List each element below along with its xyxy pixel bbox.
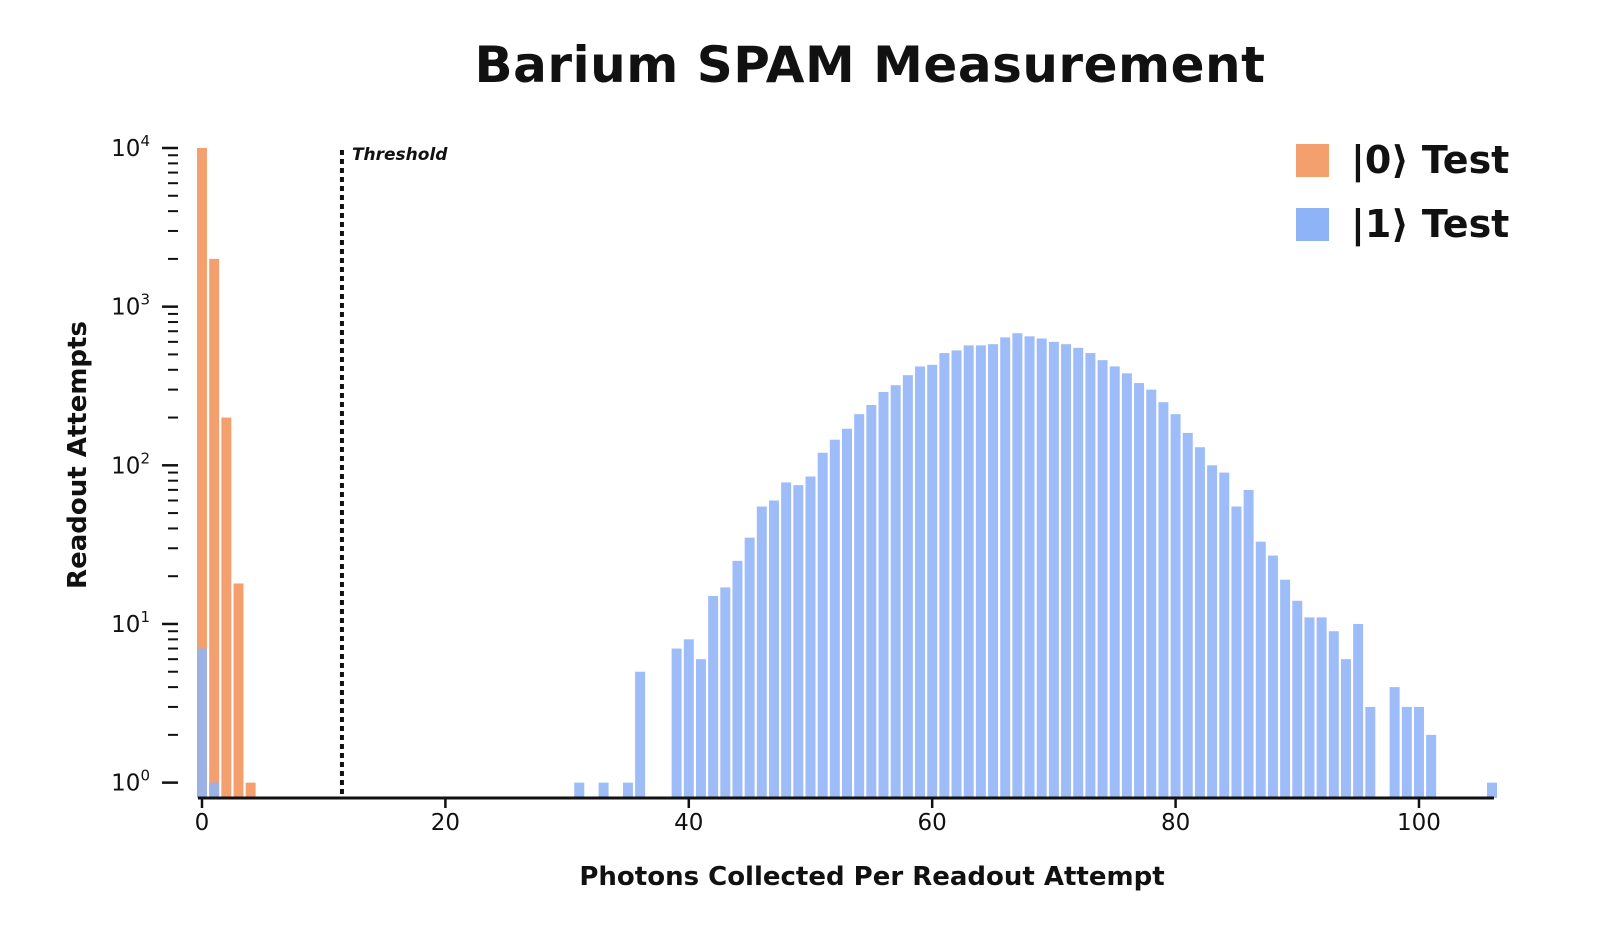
bar-series-1	[1182, 432, 1193, 798]
bar-series-1	[768, 500, 779, 798]
bar-series-0	[221, 417, 232, 798]
bar-series-1	[1292, 600, 1303, 798]
bar-series-1	[1109, 366, 1120, 798]
bar-series-1	[963, 345, 974, 798]
bar-series-1	[1158, 402, 1169, 798]
y-tick-label: 100	[111, 767, 150, 797]
bar-series-1	[1413, 706, 1424, 798]
bar-series-1	[1426, 734, 1437, 798]
bar-series-1	[197, 648, 207, 798]
legend-swatch-1-test	[1296, 207, 1329, 241]
bar-series-1	[1097, 360, 1108, 798]
x-tick-label: 80	[1161, 810, 1190, 836]
y-tick-label: 104	[111, 132, 150, 162]
y-tick-label: 103	[111, 291, 150, 321]
bar-series-0	[209, 258, 220, 799]
bar-series-1	[817, 452, 828, 798]
bar-series-1	[854, 414, 865, 798]
bar-series-1	[988, 344, 999, 798]
bar-series-1	[793, 485, 804, 798]
bar-series-1	[671, 648, 682, 798]
bar-series-0	[197, 148, 207, 798]
bar-series-1	[1255, 541, 1266, 798]
x-axis-label: Photons Collected Per Readout Attempt	[579, 862, 1165, 892]
bar-series-1	[1024, 336, 1035, 798]
threshold-label: Threshold	[352, 145, 448, 165]
bar-series-1	[1000, 337, 1011, 798]
bar-series-1	[902, 375, 913, 798]
legend-label-0-test: |0⟩ Test	[1351, 138, 1510, 182]
bar-series-1	[1389, 687, 1400, 798]
bar-series-0	[233, 583, 244, 798]
bar-series-1	[829, 439, 840, 798]
bar-series-1	[598, 782, 609, 798]
legend: |0⟩ Test |1⟩ Test	[1296, 128, 1509, 256]
bar-series-1	[781, 482, 792, 798]
legend-item-0-test: |0⟩ Test	[1296, 128, 1509, 192]
bar-series-1	[1036, 338, 1047, 798]
x-tick-label: 60	[918, 810, 947, 836]
bar-series-1	[915, 366, 926, 798]
y-tick-label: 102	[111, 449, 150, 479]
bar-series-1	[1012, 333, 1023, 798]
bar-series-1	[927, 364, 938, 798]
bar-series-1	[1134, 383, 1145, 798]
bar-series-1	[574, 782, 585, 798]
bar-series-1	[622, 782, 633, 798]
bar-series-1	[805, 476, 816, 798]
bar-series-1	[1365, 706, 1376, 798]
bar-series-1	[1073, 347, 1084, 798]
bar-series-1	[683, 639, 694, 798]
bar-series-1	[720, 587, 731, 798]
legend-label-1-test: |1⟩ Test	[1351, 202, 1510, 246]
bar-series-1	[1401, 706, 1412, 798]
bar-series-1	[1219, 472, 1230, 798]
bar-series-1	[1280, 579, 1291, 798]
bar-series-1	[1085, 353, 1096, 798]
bar-series-1	[635, 671, 646, 798]
chart-title: Barium SPAM Measurement	[474, 36, 1266, 94]
bar-series-1	[1304, 617, 1315, 798]
bar-series-1	[1061, 344, 1072, 798]
bar-series-1	[708, 596, 719, 798]
bar-series-1	[1170, 414, 1181, 798]
bar-series-1	[1316, 617, 1327, 798]
bar-series-1	[695, 659, 706, 798]
bar-series-1	[1207, 465, 1218, 798]
bar-series-1	[1267, 555, 1278, 798]
bar-series-1	[209, 782, 220, 798]
legend-swatch-0-test	[1296, 143, 1329, 177]
legend-item-1-test: |1⟩ Test	[1296, 192, 1509, 256]
bar-series-1	[1121, 373, 1132, 798]
bar-series-1	[744, 537, 755, 798]
bar-series-0	[245, 782, 256, 798]
bar-series-1	[890, 385, 901, 798]
bar-series-1	[1340, 659, 1351, 798]
bar-series-1	[1231, 506, 1242, 798]
bar-series-1	[842, 428, 852, 798]
bar-series-1	[1487, 782, 1497, 798]
bar-series-1	[1048, 341, 1059, 798]
bar-series-1	[1146, 389, 1157, 798]
y-tick-label: 101	[111, 608, 150, 638]
bar-series-1	[1353, 623, 1364, 798]
bar-series-1	[1194, 447, 1205, 798]
bar-series-1	[732, 560, 743, 798]
bar-series-1	[756, 506, 767, 798]
x-tick-label: 40	[674, 810, 703, 836]
x-tick-label: 20	[431, 810, 460, 836]
bar-series-1	[1243, 489, 1254, 798]
bar-series-1	[878, 391, 889, 798]
bar-series-1	[1328, 631, 1339, 798]
x-tick-label: 0	[195, 810, 210, 836]
bar-series-1	[939, 353, 950, 798]
bar-series-1	[951, 350, 962, 798]
x-tick-label: 100	[1397, 810, 1441, 836]
bar-series-1	[866, 404, 877, 798]
bar-series-1	[975, 345, 986, 798]
